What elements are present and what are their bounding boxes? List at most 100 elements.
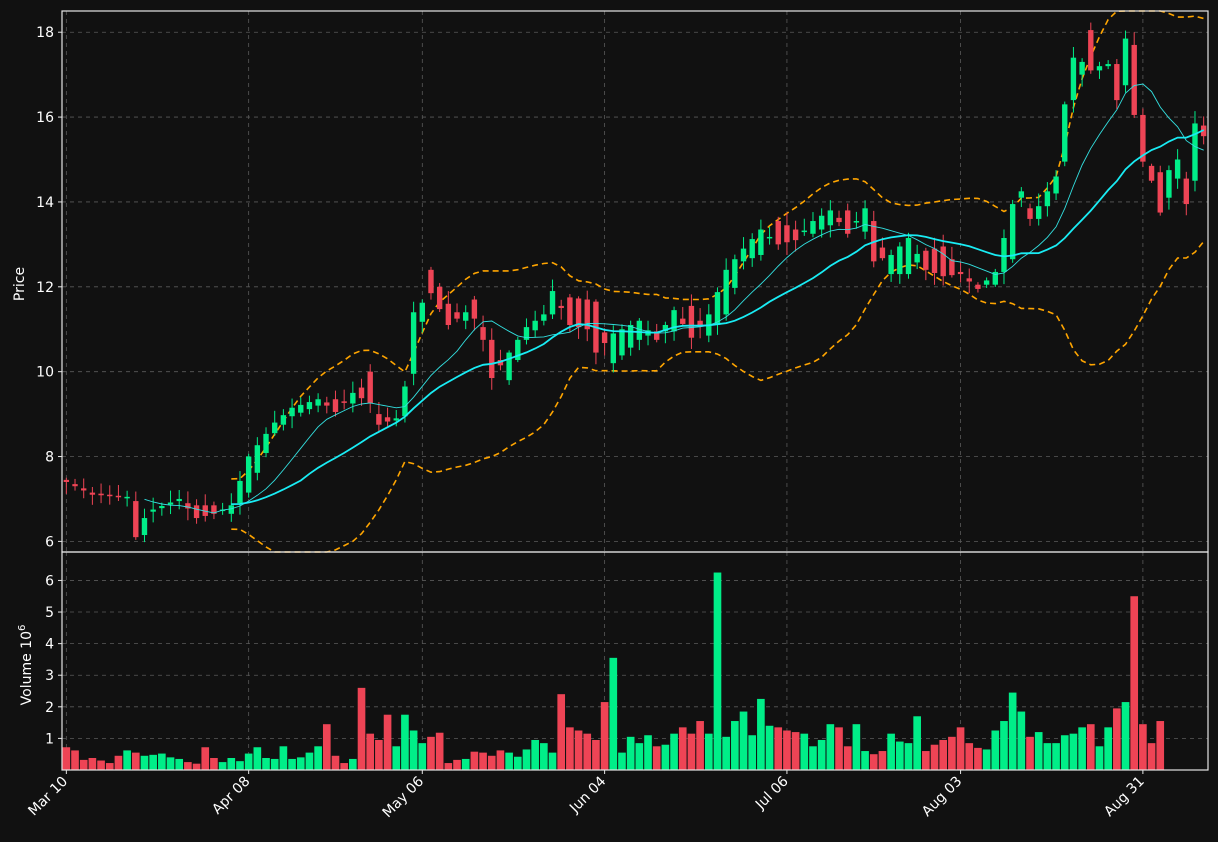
candle-body xyxy=(966,278,972,282)
price-tick-label: 16 xyxy=(36,110,54,126)
volume-tick-label: 3 xyxy=(45,668,54,684)
candle-body xyxy=(280,415,287,425)
candle-body xyxy=(506,352,512,381)
candle-body xyxy=(749,239,755,259)
volume-bar xyxy=(322,724,331,770)
candle-body xyxy=(949,259,955,276)
candle-body xyxy=(940,246,946,277)
candle-body xyxy=(879,247,886,259)
volume-bar xyxy=(1104,727,1112,770)
candle-body xyxy=(714,292,721,325)
volume-axis-label: Volume 106 xyxy=(17,625,35,706)
candle-body xyxy=(740,248,747,262)
candle-body xyxy=(636,320,643,340)
volume-bar xyxy=(731,721,739,770)
candle-body xyxy=(792,229,799,241)
candle-body xyxy=(376,414,382,425)
volume-bar xyxy=(913,716,921,770)
volume-bar xyxy=(1017,711,1026,770)
volume-axis-label-exponent: 6 xyxy=(17,625,28,631)
volume-bar xyxy=(869,754,878,770)
volume-bar xyxy=(974,747,982,770)
volume-bar xyxy=(1026,736,1034,770)
volume-panel-grid xyxy=(62,552,1208,770)
candle-body xyxy=(202,505,208,516)
candle-body xyxy=(541,314,547,321)
candle-body xyxy=(775,221,781,245)
candle-body xyxy=(1009,204,1016,260)
volume-tick-label: 4 xyxy=(45,637,54,653)
price-axis-label: Price xyxy=(12,267,28,301)
price-tick-label: 12 xyxy=(36,280,54,296)
candle-body xyxy=(610,333,616,364)
candle-body xyxy=(888,254,894,275)
candle-body xyxy=(923,250,929,270)
candle-body xyxy=(853,221,860,223)
volume-bar xyxy=(79,759,88,770)
volume-bar xyxy=(704,733,713,770)
volume-bar xyxy=(757,698,765,770)
volume-bar xyxy=(192,763,201,770)
volume-bar xyxy=(184,762,192,770)
volume-bar xyxy=(930,744,939,770)
volume-bar xyxy=(175,758,184,770)
candle-body xyxy=(931,248,938,274)
volume-bar xyxy=(435,732,444,770)
candle-body xyxy=(975,284,981,289)
candle-body xyxy=(471,299,478,319)
volume-bar xyxy=(1069,733,1078,770)
price-tick-label: 6 xyxy=(45,534,54,550)
volume-bar xyxy=(375,739,383,770)
volume-bar xyxy=(1000,721,1008,770)
volume-bar xyxy=(279,746,288,770)
volume-bar xyxy=(609,657,618,770)
volume-bar xyxy=(583,733,592,770)
candle-body xyxy=(1148,165,1155,181)
candle-body xyxy=(384,417,391,422)
volume-bar xyxy=(817,739,826,770)
volume-bar xyxy=(540,743,548,770)
volume-bar xyxy=(548,752,557,770)
candle-body xyxy=(1018,191,1025,198)
volume-bar xyxy=(574,730,583,770)
volume-bar xyxy=(296,757,305,770)
candle-body xyxy=(367,371,373,404)
volume-tick-label: 6 xyxy=(45,573,54,589)
candle-body xyxy=(436,286,443,310)
volume-bar xyxy=(1095,746,1104,770)
volume-bar xyxy=(748,735,757,770)
volume-bar xyxy=(427,736,435,770)
candle-body xyxy=(1122,38,1129,86)
candle-body xyxy=(358,387,365,399)
candle-body xyxy=(1105,64,1111,67)
volume-bar xyxy=(1052,743,1060,770)
volume-bar xyxy=(531,739,539,770)
volume-bar xyxy=(991,730,1000,770)
volume-bar xyxy=(97,760,105,770)
volume-bar xyxy=(652,746,661,770)
volume-bar xyxy=(635,743,644,770)
volume-bar xyxy=(1060,735,1069,770)
candle-body xyxy=(63,479,70,482)
volume-bar xyxy=(965,743,974,770)
volume-bar xyxy=(835,727,843,770)
candle-body xyxy=(402,386,408,417)
volume-bar xyxy=(948,736,956,770)
volume-bar xyxy=(114,755,123,770)
candle-body xyxy=(1183,178,1189,205)
volume-bar xyxy=(218,762,227,770)
volume-bar xyxy=(88,757,97,770)
volume-bar xyxy=(123,750,131,770)
moving-averages xyxy=(144,83,1205,514)
candle-body xyxy=(784,225,790,243)
candle-body xyxy=(1157,172,1163,213)
candle-body xyxy=(228,505,234,514)
candle-body xyxy=(810,221,816,234)
volume-bar xyxy=(618,752,626,770)
volume-bar xyxy=(149,754,157,770)
volume-bar xyxy=(236,761,244,770)
volume-bar xyxy=(418,743,427,770)
fast-sma-line xyxy=(144,83,1204,514)
candle-body xyxy=(254,445,261,473)
